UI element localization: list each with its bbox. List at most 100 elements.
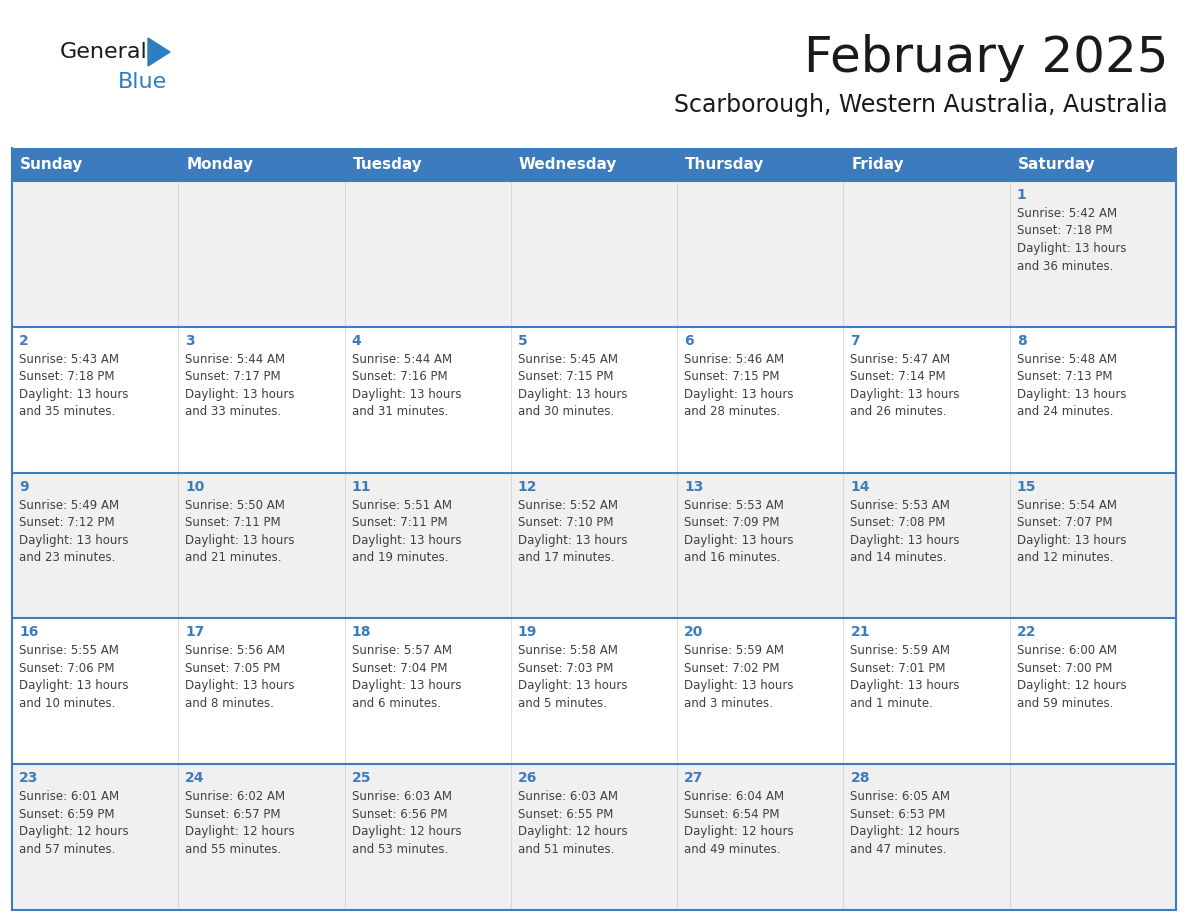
Text: Sunset: 7:17 PM: Sunset: 7:17 PM bbox=[185, 370, 280, 384]
Text: Wednesday: Wednesday bbox=[519, 157, 618, 172]
Text: Sunset: 7:08 PM: Sunset: 7:08 PM bbox=[851, 516, 946, 529]
Text: Daylight: 12 hours: Daylight: 12 hours bbox=[1017, 679, 1126, 692]
Text: Sunset: 7:18 PM: Sunset: 7:18 PM bbox=[19, 370, 114, 384]
Text: 16: 16 bbox=[19, 625, 38, 640]
Text: and 16 minutes.: and 16 minutes. bbox=[684, 551, 781, 564]
Text: Sunset: 7:01 PM: Sunset: 7:01 PM bbox=[851, 662, 946, 675]
Text: 19: 19 bbox=[518, 625, 537, 640]
Text: Daylight: 13 hours: Daylight: 13 hours bbox=[185, 533, 295, 546]
Text: Sunrise: 6:02 AM: Sunrise: 6:02 AM bbox=[185, 790, 285, 803]
Text: and 6 minutes.: and 6 minutes. bbox=[352, 697, 441, 710]
Text: 17: 17 bbox=[185, 625, 204, 640]
Text: Sunset: 7:10 PM: Sunset: 7:10 PM bbox=[518, 516, 613, 529]
Text: Sunset: 6:55 PM: Sunset: 6:55 PM bbox=[518, 808, 613, 821]
Text: Sunset: 7:12 PM: Sunset: 7:12 PM bbox=[19, 516, 114, 529]
Bar bbox=[12, 619, 1176, 764]
Text: 23: 23 bbox=[19, 771, 38, 785]
Text: Sunrise: 5:59 AM: Sunrise: 5:59 AM bbox=[684, 644, 784, 657]
Text: Sunrise: 6:05 AM: Sunrise: 6:05 AM bbox=[851, 790, 950, 803]
Text: 25: 25 bbox=[352, 771, 371, 785]
Text: and 53 minutes.: and 53 minutes. bbox=[352, 843, 448, 856]
Text: Sunset: 7:14 PM: Sunset: 7:14 PM bbox=[851, 370, 946, 384]
Text: 28: 28 bbox=[851, 771, 870, 785]
Text: 26: 26 bbox=[518, 771, 537, 785]
Text: Sunrise: 5:53 AM: Sunrise: 5:53 AM bbox=[851, 498, 950, 511]
Text: 14: 14 bbox=[851, 479, 870, 494]
Text: 11: 11 bbox=[352, 479, 371, 494]
Polygon shape bbox=[148, 38, 170, 66]
Bar bbox=[677, 148, 843, 181]
Text: Sunset: 6:56 PM: Sunset: 6:56 PM bbox=[352, 808, 447, 821]
Text: Sunrise: 5:45 AM: Sunrise: 5:45 AM bbox=[518, 353, 618, 365]
Text: Sunset: 7:16 PM: Sunset: 7:16 PM bbox=[352, 370, 447, 384]
Text: Blue: Blue bbox=[118, 72, 168, 92]
Text: Sunrise: 6:03 AM: Sunrise: 6:03 AM bbox=[518, 790, 618, 803]
Text: Daylight: 12 hours: Daylight: 12 hours bbox=[185, 825, 295, 838]
Text: Sunrise: 5:50 AM: Sunrise: 5:50 AM bbox=[185, 498, 285, 511]
Text: Sunrise: 5:52 AM: Sunrise: 5:52 AM bbox=[518, 498, 618, 511]
Text: 6: 6 bbox=[684, 334, 694, 348]
Text: Sunset: 7:18 PM: Sunset: 7:18 PM bbox=[1017, 225, 1112, 238]
Text: and 35 minutes.: and 35 minutes. bbox=[19, 406, 115, 419]
Bar bbox=[12, 473, 1176, 619]
Text: Sunrise: 6:04 AM: Sunrise: 6:04 AM bbox=[684, 790, 784, 803]
Text: Daylight: 13 hours: Daylight: 13 hours bbox=[352, 679, 461, 692]
Text: and 21 minutes.: and 21 minutes. bbox=[185, 551, 282, 564]
Text: 22: 22 bbox=[1017, 625, 1036, 640]
Text: Daylight: 13 hours: Daylight: 13 hours bbox=[185, 387, 295, 401]
Text: 3: 3 bbox=[185, 334, 195, 348]
Text: Daylight: 13 hours: Daylight: 13 hours bbox=[518, 679, 627, 692]
Text: Daylight: 13 hours: Daylight: 13 hours bbox=[352, 533, 461, 546]
Text: Sunrise: 5:42 AM: Sunrise: 5:42 AM bbox=[1017, 207, 1117, 220]
Text: Sunset: 7:09 PM: Sunset: 7:09 PM bbox=[684, 516, 779, 529]
Bar bbox=[178, 148, 345, 181]
Text: and 55 minutes.: and 55 minutes. bbox=[185, 843, 282, 856]
Text: Sunrise: 5:55 AM: Sunrise: 5:55 AM bbox=[19, 644, 119, 657]
Bar bbox=[511, 148, 677, 181]
Text: and 10 minutes.: and 10 minutes. bbox=[19, 697, 115, 710]
Text: Daylight: 13 hours: Daylight: 13 hours bbox=[352, 387, 461, 401]
Text: Sunrise: 5:59 AM: Sunrise: 5:59 AM bbox=[851, 644, 950, 657]
Text: Daylight: 13 hours: Daylight: 13 hours bbox=[19, 679, 128, 692]
Text: 2: 2 bbox=[19, 334, 29, 348]
Text: Daylight: 13 hours: Daylight: 13 hours bbox=[851, 679, 960, 692]
Text: and 23 minutes.: and 23 minutes. bbox=[19, 551, 115, 564]
Text: Daylight: 12 hours: Daylight: 12 hours bbox=[352, 825, 461, 838]
Text: Sunset: 6:54 PM: Sunset: 6:54 PM bbox=[684, 808, 779, 821]
Bar bbox=[1010, 148, 1176, 181]
Text: 8: 8 bbox=[1017, 334, 1026, 348]
Text: Sunset: 7:15 PM: Sunset: 7:15 PM bbox=[684, 370, 779, 384]
Text: and 24 minutes.: and 24 minutes. bbox=[1017, 406, 1113, 419]
Text: and 19 minutes.: and 19 minutes. bbox=[352, 551, 448, 564]
Text: Daylight: 12 hours: Daylight: 12 hours bbox=[518, 825, 627, 838]
Text: Sunset: 7:07 PM: Sunset: 7:07 PM bbox=[1017, 516, 1112, 529]
Text: 18: 18 bbox=[352, 625, 371, 640]
Text: Sunrise: 5:47 AM: Sunrise: 5:47 AM bbox=[851, 353, 950, 365]
Text: and 33 minutes.: and 33 minutes. bbox=[185, 406, 282, 419]
Text: 13: 13 bbox=[684, 479, 703, 494]
Text: Scarborough, Western Australia, Australia: Scarborough, Western Australia, Australi… bbox=[675, 93, 1168, 117]
Text: Sunrise: 6:00 AM: Sunrise: 6:00 AM bbox=[1017, 644, 1117, 657]
Text: 15: 15 bbox=[1017, 479, 1036, 494]
Text: Sunset: 6:57 PM: Sunset: 6:57 PM bbox=[185, 808, 280, 821]
Text: and 26 minutes.: and 26 minutes. bbox=[851, 406, 947, 419]
Text: Daylight: 13 hours: Daylight: 13 hours bbox=[1017, 242, 1126, 255]
Text: Daylight: 13 hours: Daylight: 13 hours bbox=[1017, 387, 1126, 401]
Text: Sunrise: 5:44 AM: Sunrise: 5:44 AM bbox=[352, 353, 451, 365]
Text: Sunset: 7:15 PM: Sunset: 7:15 PM bbox=[518, 370, 613, 384]
Text: Daylight: 13 hours: Daylight: 13 hours bbox=[851, 533, 960, 546]
Text: Sunrise: 5:54 AM: Sunrise: 5:54 AM bbox=[1017, 498, 1117, 511]
Text: Thursday: Thursday bbox=[685, 157, 765, 172]
Text: 20: 20 bbox=[684, 625, 703, 640]
Bar bbox=[843, 148, 1010, 181]
Text: Daylight: 13 hours: Daylight: 13 hours bbox=[19, 387, 128, 401]
Text: Sunset: 7:13 PM: Sunset: 7:13 PM bbox=[1017, 370, 1112, 384]
Text: Daylight: 12 hours: Daylight: 12 hours bbox=[684, 825, 794, 838]
Text: 5: 5 bbox=[518, 334, 527, 348]
Text: and 30 minutes.: and 30 minutes. bbox=[518, 406, 614, 419]
Text: Sunday: Sunday bbox=[20, 157, 83, 172]
Text: Daylight: 13 hours: Daylight: 13 hours bbox=[19, 533, 128, 546]
Text: Sunrise: 5:46 AM: Sunrise: 5:46 AM bbox=[684, 353, 784, 365]
Text: Daylight: 13 hours: Daylight: 13 hours bbox=[684, 533, 794, 546]
Text: and 3 minutes.: and 3 minutes. bbox=[684, 697, 773, 710]
